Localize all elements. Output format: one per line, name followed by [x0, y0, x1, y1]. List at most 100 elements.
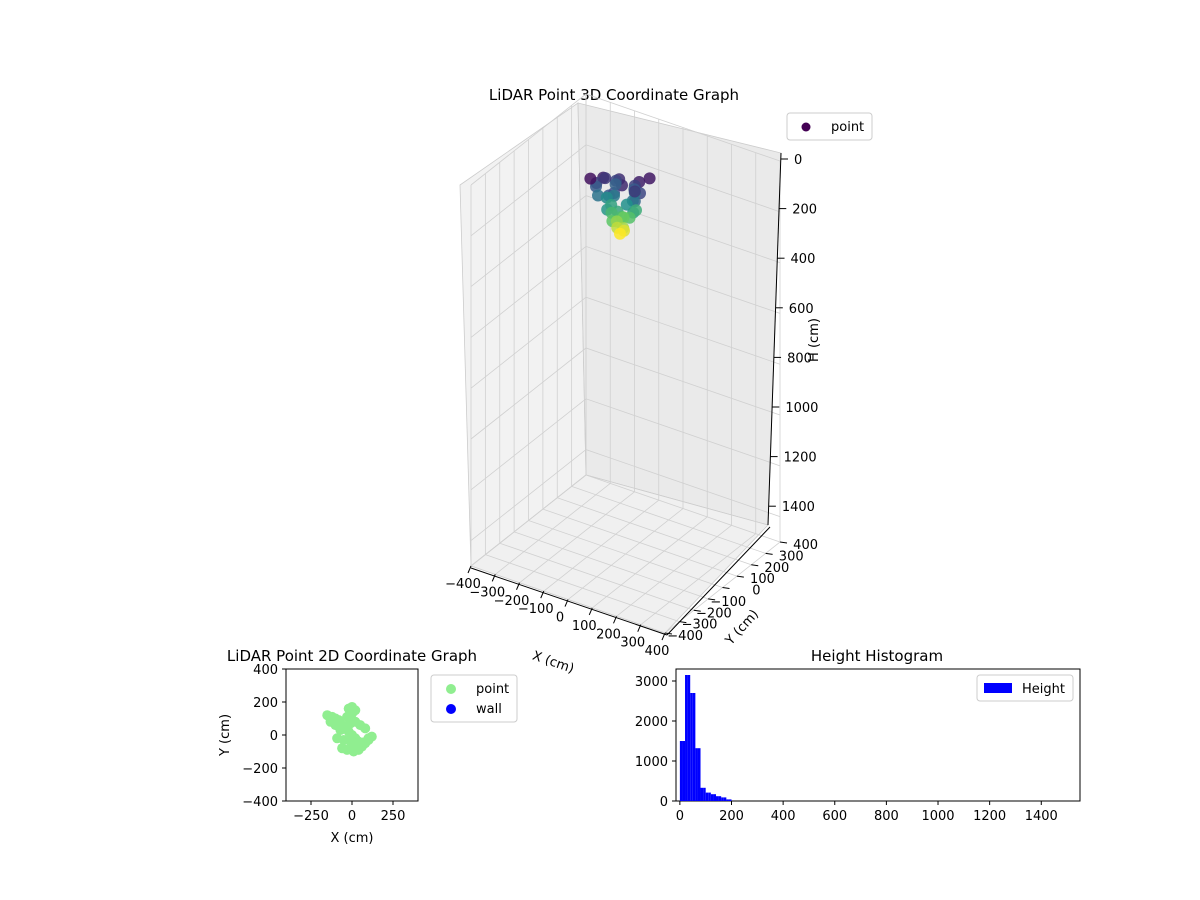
grid-line	[556, 116, 752, 566]
histogram-bars	[679, 675, 732, 801]
y-tick-label: 0	[752, 584, 760, 599]
x-axis-label-2d: X (cm)	[331, 831, 374, 846]
plot3d: LiDAR Point 3D Coordinate Graph −400−300…	[445, 86, 873, 677]
z-axis-label-3d: H (cm)	[807, 318, 822, 362]
plot3d-title: LiDAR Point 3D Coordinate Graph	[489, 86, 739, 104]
x-tick-label: 0	[348, 809, 356, 824]
y-tick-label: 0	[660, 795, 668, 810]
point-marker-3d	[599, 172, 612, 185]
tick-mark	[491, 574, 496, 582]
ticks-3d: −400−300−200−1000100200300400−400−300−20…	[445, 153, 818, 659]
legend-2d-marker-point	[446, 684, 456, 694]
legend-hist: Height	[976, 674, 1074, 702]
legend-2d-marker-wall	[446, 704, 456, 714]
grid-line	[528, 139, 723, 588]
point-marker-3d	[643, 172, 656, 185]
y-tick-label: −100	[710, 595, 746, 610]
x-tick-label: 1200	[973, 809, 1006, 824]
histogram-bar	[721, 797, 724, 801]
grid-line	[499, 162, 694, 611]
x-tick-label: −250	[293, 809, 329, 824]
y-axis-label-2d: Y (cm)	[218, 714, 233, 757]
x-tick-label: −100	[518, 602, 554, 617]
legend-2d-label-point: point	[476, 682, 509, 697]
y-tick-label: 1000	[635, 755, 668, 770]
z-tick-label: 200	[792, 203, 817, 218]
histogram-bar	[687, 675, 691, 801]
x-tick-label: 400	[771, 809, 796, 824]
histogram-bar	[682, 741, 686, 801]
tick-mark	[613, 616, 617, 624]
tick-mark	[779, 541, 788, 544]
histogram-bar	[700, 787, 704, 801]
x-tick-label: 300	[620, 636, 645, 651]
y-tick-label: −200	[696, 606, 732, 621]
grid-line	[585, 94, 781, 543]
y-tick-label: 2000	[635, 715, 668, 730]
legend-3d: point	[786, 112, 873, 141]
point-marker-3d	[628, 185, 641, 198]
x-axis-line	[470, 567, 668, 636]
histogram-bar	[726, 799, 729, 801]
legend-3d-marker-point	[801, 122, 811, 132]
z-tick-label: 600	[789, 302, 814, 317]
grid-line	[542, 128, 738, 577]
histogram-y-ticks: 0 1000 2000 3000	[635, 675, 676, 810]
point-marker-3d	[609, 178, 622, 191]
point-marker-3d	[584, 172, 597, 185]
tick-mark	[693, 609, 701, 612]
z-tick-label: 1000	[785, 401, 818, 416]
histogram-bar	[690, 693, 693, 801]
legend-hist-frame	[976, 674, 1074, 702]
legend-3d-frame	[786, 112, 873, 141]
histogram-bar	[685, 675, 688, 801]
x-tick-label: 250	[381, 809, 406, 824]
back-right-pane	[577, 102, 782, 526]
x-tick-label: 200	[596, 627, 621, 642]
y-tick-label: −200	[242, 762, 278, 777]
x-axis-label-3d: X (cm)	[530, 649, 576, 677]
y-tick-label: −300	[682, 618, 718, 633]
point-marker-2d	[325, 716, 336, 727]
y-tick-label: −400	[242, 795, 278, 810]
tick-mark	[637, 624, 642, 632]
grid-line	[571, 105, 766, 554]
y-tick-label: 0	[270, 729, 278, 744]
z-tick-label: 0	[794, 153, 802, 168]
tick-mark	[765, 552, 773, 555]
x-tick-label: 0	[556, 611, 564, 626]
x-tick-label: −200	[494, 594, 530, 609]
histogram-title: Height Histogram	[811, 647, 943, 665]
x-tick-label: 400	[645, 644, 670, 659]
tick-mark	[722, 587, 730, 590]
histogram-bar	[708, 792, 711, 801]
point-cloud-3d	[584, 171, 656, 240]
legend-hist-label: Height	[1022, 682, 1065, 697]
z-axis-line	[767, 152, 782, 526]
x-tick-label: 100	[572, 619, 597, 634]
y-tick-label: 200	[253, 696, 278, 711]
histogram-bar	[703, 787, 706, 801]
x-tick-label: −400	[445, 577, 481, 592]
x-tick-label: 1000	[921, 809, 954, 824]
plot2d-title: LiDAR Point 2D Coordinate Graph	[227, 647, 477, 665]
point-marker-2d	[347, 708, 357, 719]
tick-mark	[679, 621, 687, 624]
tick-mark	[467, 565, 472, 574]
legend-2d: point wall	[430, 674, 518, 723]
point-marker-3d	[620, 198, 633, 211]
histogram-bar	[728, 799, 732, 801]
histogram-x-ticks: 0 200 400 600 800 1000 1200 1400	[676, 801, 1058, 824]
x-tick-label: −300	[469, 585, 505, 600]
x-tick-label: 600	[822, 809, 847, 824]
point-marker-2d	[353, 744, 364, 755]
tick-mark	[736, 575, 744, 578]
point-marker-3d	[614, 227, 626, 240]
point-marker-2d	[363, 733, 374, 744]
point-marker-2d	[360, 723, 371, 734]
tick-mark	[661, 632, 666, 641]
histogram-bar	[679, 741, 683, 801]
z-tick-label: 1200	[784, 451, 817, 466]
x-tick-label: 800	[874, 809, 899, 824]
y-tick-label: 400	[793, 538, 818, 553]
